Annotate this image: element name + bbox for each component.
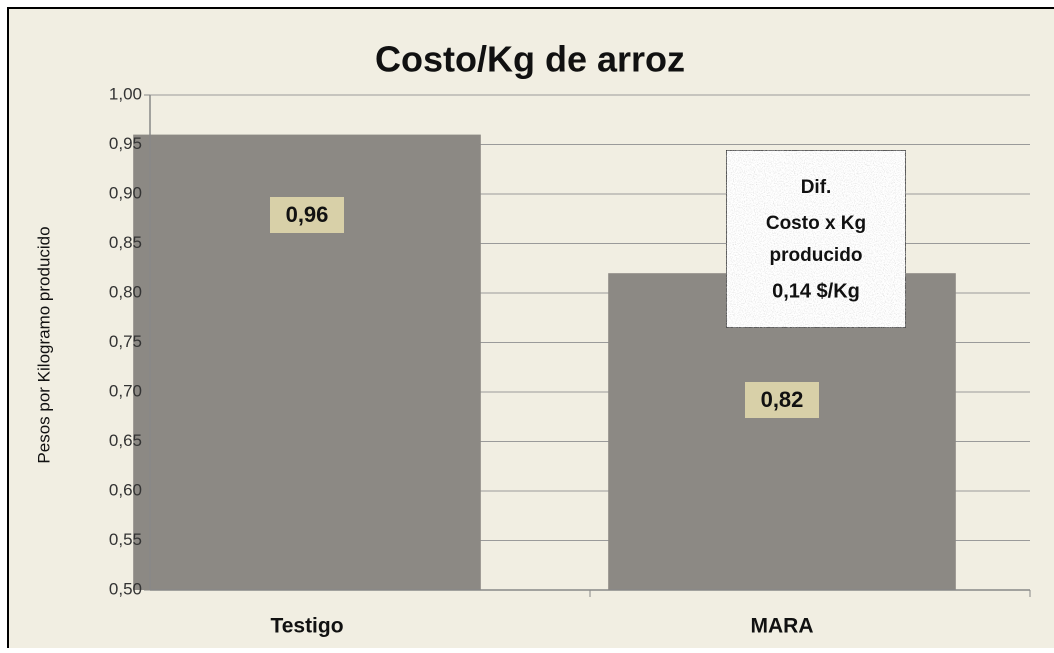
y-tick-label: 0,80 <box>109 282 142 301</box>
data-label-box <box>270 197 344 233</box>
y-tick-label: 0,75 <box>109 332 142 351</box>
y-tick-label: 0,50 <box>109 579 142 598</box>
annotation-line: producido <box>770 245 863 266</box>
y-tick-label: 0,95 <box>109 134 142 153</box>
y-tick-label: 0,55 <box>109 530 142 549</box>
y-tick-label: 0,65 <box>109 431 142 450</box>
annotation-line: Costo x Kg <box>766 213 866 234</box>
annotation-line: Dif. <box>801 177 832 198</box>
x-tick-label: Testigo <box>270 615 343 638</box>
annotation-box <box>725 149 907 329</box>
y-tick-label: 0,85 <box>109 233 142 252</box>
y-tick-label: 0,60 <box>109 480 142 499</box>
y-axis-label: Pesos por Kilogramo producido <box>34 226 53 463</box>
x-tick-label: MARA <box>751 615 814 638</box>
chart-title: Costo/Kg de arroz <box>375 39 685 80</box>
y-tick-label: 0,70 <box>109 381 142 400</box>
data-label: 0,96 <box>286 202 329 227</box>
y-tick-label: 1,00 <box>109 84 142 103</box>
data-label: 0,82 <box>761 387 804 412</box>
annotation-line: 0,14 $/Kg <box>772 280 860 302</box>
annotation: Dif. Costo x Kg producido 0,14 $/Kg <box>725 149 907 329</box>
data-label-box <box>745 382 819 418</box>
y-tick-label: 0,90 <box>109 183 142 202</box>
